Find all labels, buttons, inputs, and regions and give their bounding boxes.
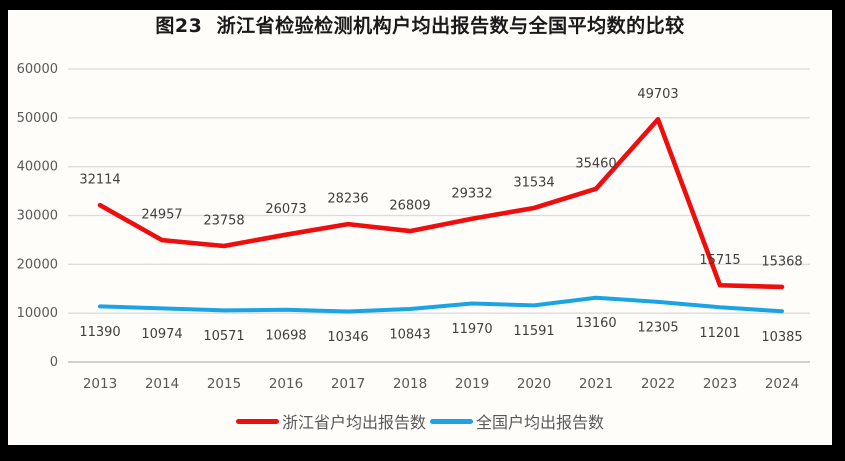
data-label: 35460 [575, 156, 616, 171]
data-label: 28236 [327, 192, 368, 207]
data-label: 29332 [451, 186, 492, 201]
x-axis-tick-label: 2019 [455, 376, 489, 392]
y-axis-tick-label: 40000 [17, 160, 58, 175]
data-label: 26809 [389, 199, 430, 214]
data-label: 11201 [699, 326, 740, 341]
x-axis-tick-label: 2024 [765, 376, 799, 392]
x-axis-tick-label: 2017 [331, 376, 365, 392]
data-label: 11970 [451, 322, 492, 337]
x-axis-tick-label: 2014 [145, 376, 179, 392]
x-axis-tick-label: 2018 [393, 376, 427, 392]
x-axis-tick-label: 2022 [641, 376, 675, 392]
y-axis-tick-label: 60000 [17, 62, 58, 77]
data-label: 31534 [513, 176, 554, 191]
series-line-1 [98, 295, 784, 314]
data-label: 10571 [203, 329, 244, 344]
data-label: 26073 [265, 202, 306, 217]
x-axis-tick-label: 2013 [83, 376, 117, 392]
data-label: 15715 [699, 253, 740, 268]
chart-title: 图23 浙江省检验检测机构户均出报告数与全国平均数的比较 [155, 15, 685, 37]
legend-item-national: 全国户均出报告数 [430, 409, 604, 433]
legend-item-zhejiang: 浙江省户均出报告数 [235, 409, 426, 433]
data-label: 49703 [637, 87, 678, 102]
data-label: 10698 [265, 328, 306, 343]
data-label: 10385 [761, 330, 802, 345]
y-axis-tick-label: 50000 [17, 111, 58, 126]
legend-label-zhejiang: 浙江省户均出报告数 [281, 413, 426, 432]
data-label: 10974 [141, 327, 182, 342]
x-axis-tick-label: 2016 [269, 376, 303, 392]
data-label: 32114 [79, 173, 120, 188]
x-axis-tick-label: 2015 [207, 376, 241, 392]
legend-dash-red-icon [235, 418, 279, 424]
y-axis-tick-label: 20000 [17, 257, 58, 272]
data-label: 11591 [513, 324, 554, 339]
data-label: 24957 [141, 208, 182, 223]
y-axis-tick-label: 30000 [17, 209, 58, 224]
data-label: 13160 [575, 316, 616, 331]
x-axis-tick-label: 2021 [579, 376, 613, 392]
y-axis-tick-label: 10000 [17, 306, 58, 321]
data-label: 10346 [327, 330, 368, 345]
series-line-0 [97, 116, 785, 290]
data-label: 15368 [761, 254, 802, 269]
data-label: 11390 [79, 325, 120, 340]
legend-label-national: 全国户均出报告数 [476, 413, 605, 432]
y-axis-tick-label: 0 [50, 355, 58, 370]
x-axis-tick-label: 2020 [517, 376, 551, 392]
x-axis-tick-label: 2023 [703, 376, 737, 392]
chart-legend: 浙江省户均出报告数 全国户均出报告数 [8, 409, 832, 433]
data-label: 23758 [203, 213, 244, 228]
legend-dash-blue-icon [430, 418, 473, 424]
data-label: 10843 [389, 328, 430, 343]
data-label: 12305 [637, 320, 678, 335]
